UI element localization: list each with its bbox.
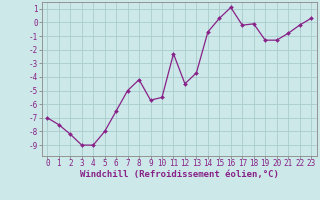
X-axis label: Windchill (Refroidissement éolien,°C): Windchill (Refroidissement éolien,°C): [80, 170, 279, 179]
